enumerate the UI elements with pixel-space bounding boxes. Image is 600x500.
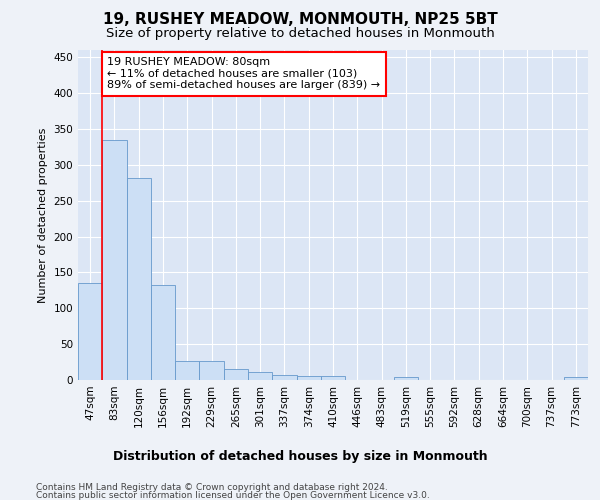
Bar [175,362,199,380]
Text: Contains HM Land Registry data © Crown copyright and database right 2024.: Contains HM Land Registry data © Crown c… [36,482,388,492]
Bar [321,376,345,380]
Text: Distribution of detached houses by size in Monmouth: Distribution of detached houses by size … [113,450,487,463]
Text: Size of property relative to detached houses in Monmouth: Size of property relative to detached ho… [106,28,494,40]
Bar [78,283,102,380]
Bar [564,377,588,380]
Bar [127,178,151,380]
Bar [296,376,321,380]
Bar [248,372,272,380]
Bar [224,369,248,380]
Text: Contains public sector information licensed under the Open Government Licence v3: Contains public sector information licen… [36,491,430,500]
Text: 19, RUSHEY MEADOW, MONMOUTH, NP25 5BT: 19, RUSHEY MEADOW, MONMOUTH, NP25 5BT [103,12,497,28]
Bar [394,377,418,380]
Bar [199,362,224,380]
Text: 19 RUSHEY MEADOW: 80sqm
← 11% of detached houses are smaller (103)
89% of semi-d: 19 RUSHEY MEADOW: 80sqm ← 11% of detache… [107,57,380,90]
Bar [272,375,296,380]
Y-axis label: Number of detached properties: Number of detached properties [38,128,48,302]
Bar [102,140,127,380]
Bar [151,284,175,380]
